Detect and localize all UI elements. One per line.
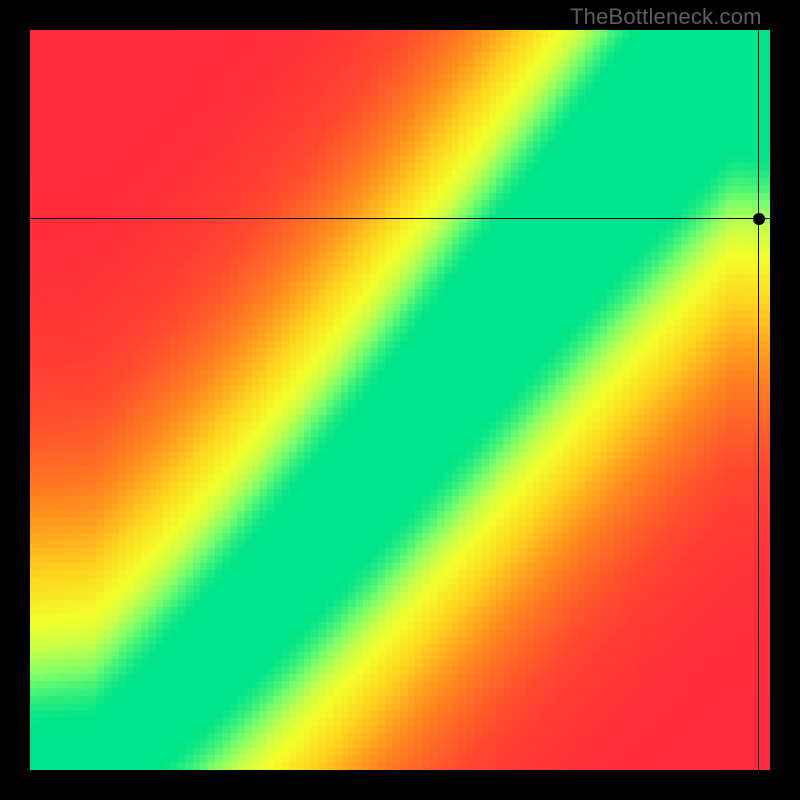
plot-area <box>30 30 770 770</box>
watermark-text: TheBottleneck.com <box>570 4 762 30</box>
figure-root: TheBottleneck.com <box>0 0 800 800</box>
heatmap-canvas <box>30 30 770 770</box>
